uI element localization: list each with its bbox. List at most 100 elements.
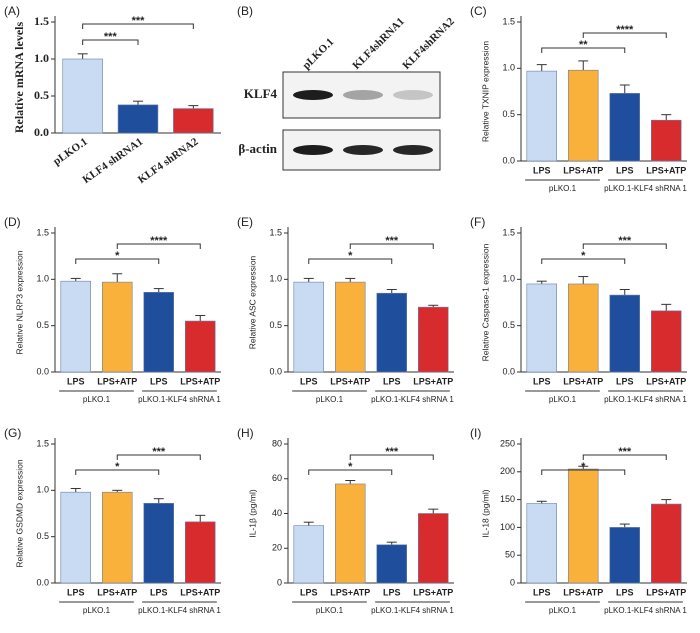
- y-tick-label: 1.0: [36, 274, 49, 284]
- group-label: pLKO.1: [316, 395, 344, 404]
- significance-label: ***: [385, 446, 399, 458]
- y-tick-label: 0.5: [34, 88, 49, 102]
- y-tick-label: 0.0: [269, 366, 282, 376]
- lane-label: pLKO.1: [300, 36, 336, 72]
- group-label: pLKO.1-KLF4 shRNA 1: [371, 395, 454, 404]
- bar: [173, 108, 214, 134]
- x-tick-label: LPS+ATP: [330, 376, 370, 386]
- blot-band: [343, 90, 383, 100]
- y-tick-label: 1.5: [502, 227, 515, 237]
- bar: [651, 503, 682, 584]
- significance-bracket: [75, 258, 160, 264]
- panel-label: (G): [4, 426, 21, 440]
- x-tick-label: LPS: [616, 165, 634, 175]
- significance-label: ***: [618, 235, 632, 247]
- significance-label: *: [348, 250, 353, 262]
- bar: [117, 104, 159, 134]
- bar: [185, 320, 216, 373]
- panel-label: (E): [237, 215, 253, 229]
- bar: [335, 483, 366, 584]
- bar: [609, 527, 640, 584]
- panel-label: (H): [237, 426, 254, 440]
- x-tick-label: LPS+ATP: [180, 587, 220, 597]
- y-tick-label: 0.0: [502, 155, 515, 165]
- bar: [60, 280, 91, 373]
- significance-label: *: [115, 250, 120, 262]
- significance-label: *: [581, 461, 586, 473]
- significance-label: **: [579, 39, 588, 51]
- y-tick-label: 1.0: [34, 51, 49, 65]
- bar: [335, 281, 366, 373]
- blot-band: [293, 145, 333, 155]
- significance-bracket: [75, 469, 160, 475]
- x-tick-label: LPS: [616, 587, 634, 597]
- y-axis-title: Relative NLRP3 expression: [14, 250, 24, 354]
- y-tick-label: 1.5: [269, 227, 282, 237]
- blot-band: [293, 90, 333, 100]
- bar: [418, 513, 449, 584]
- bar: [143, 292, 174, 373]
- group-label: pLKO.1: [83, 606, 111, 615]
- significance-bracket: [582, 243, 667, 249]
- significance-label: ***: [152, 446, 166, 458]
- y-tick-label: 0.5: [502, 109, 515, 119]
- bar: [651, 119, 682, 162]
- blot-band: [393, 90, 433, 100]
- bar: [143, 503, 174, 584]
- x-tick-label: LPS+ATP: [646, 376, 686, 386]
- x-tick-label: LPS+ATP: [413, 376, 453, 386]
- bar: [568, 283, 599, 373]
- significance-label: ***: [618, 446, 632, 458]
- y-tick-label: 0.0: [34, 125, 49, 139]
- group-label: pLKO.1-KLF4 shRNA 1: [138, 395, 221, 404]
- group-label: pLKO.1: [316, 606, 344, 615]
- y-axis-title: Relative TXNIP expression: [480, 41, 490, 143]
- group-label: pLKO.1: [549, 395, 577, 404]
- x-tick-label: LPS+ATP: [563, 165, 603, 175]
- x-tick-label: KLF4 shRNA1: [80, 136, 145, 186]
- y-tick-label: 1.5: [36, 438, 49, 448]
- x-tick-label: LPS: [383, 587, 401, 597]
- y-tick-label: 150: [500, 494, 515, 504]
- significance-bracket: [82, 23, 194, 29]
- x-tick-label: LPS: [300, 587, 318, 597]
- y-tick-label: 1.0: [36, 485, 49, 495]
- bar: [293, 281, 324, 373]
- x-tick-label: KLF4 shRNA2: [136, 135, 201, 186]
- y-tick-label: 1.5: [34, 14, 49, 28]
- y-tick-label: 1.5: [502, 16, 515, 26]
- bar: [526, 503, 557, 584]
- y-tick-label: 200: [500, 466, 515, 476]
- y-axis-title: Relative Caspase-1 expression: [480, 243, 490, 361]
- bar: [526, 283, 557, 373]
- bar: [293, 525, 324, 584]
- y-tick-label: 50: [505, 550, 515, 560]
- significance-bracket: [82, 39, 139, 45]
- group-label: pLKO.1-KLF4 shRNA 1: [604, 184, 687, 193]
- y-tick-label: 20: [272, 543, 282, 553]
- group-label: pLKO.1: [549, 184, 577, 193]
- significance-bracket: [349, 243, 434, 249]
- group-label: pLKO.1-KLF4 shRNA 1: [604, 395, 687, 404]
- significance-bracket: [582, 454, 667, 460]
- x-tick-label: LPS: [300, 376, 318, 386]
- bar: [609, 93, 640, 162]
- y-tick-label: 0.0: [36, 366, 49, 376]
- bar: [526, 70, 557, 162]
- x-tick-label: LPS: [533, 376, 551, 386]
- row-label: KLF4: [244, 86, 278, 101]
- blot-band: [393, 145, 433, 155]
- y-tick-label: 0: [510, 577, 515, 587]
- significance-label: ***: [104, 31, 118, 43]
- x-tick-label: LPS: [533, 165, 551, 175]
- y-tick-label: 60: [272, 473, 282, 483]
- x-tick-label: LPS+ATP: [563, 376, 603, 386]
- bar: [568, 69, 599, 162]
- x-tick-label: LPS: [383, 376, 401, 386]
- x-tick-label: LPS+ATP: [646, 587, 686, 597]
- bar: [102, 491, 133, 584]
- significance-bracket: [541, 469, 626, 475]
- significance-bracket: [541, 258, 626, 264]
- y-tick-label: 0.5: [269, 320, 282, 330]
